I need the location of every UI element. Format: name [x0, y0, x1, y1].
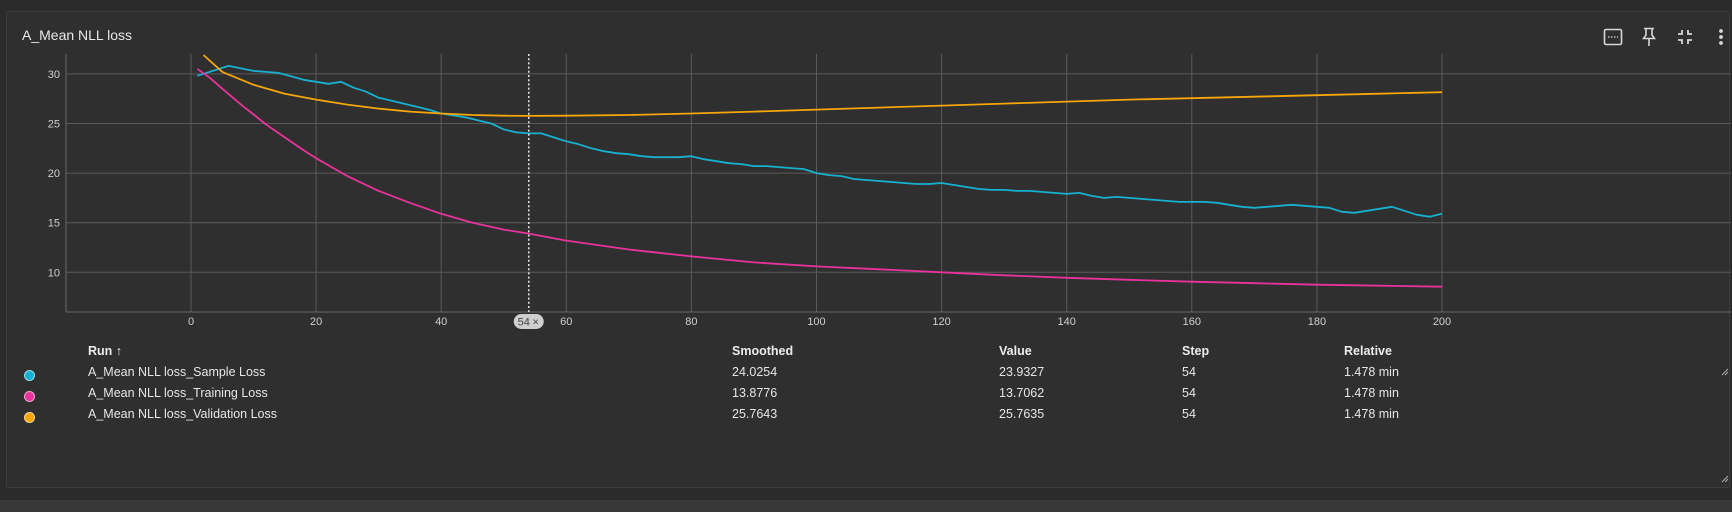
- step-cursor-badge: [513, 314, 544, 329]
- step-value: 54: [1182, 386, 1196, 400]
- close-icon: ×: [533, 317, 539, 329]
- collapse-icon: [1678, 30, 1692, 44]
- resize-handle-chart[interactable]: [1721, 368, 1729, 376]
- series-line-1: [196, 68, 1443, 288]
- more-options-button[interactable]: [1707, 24, 1732, 50]
- series-group: [196, 54, 1443, 288]
- header-smoothed[interactable]: Smoothed: [732, 344, 794, 358]
- header-value[interactable]: Value: [999, 344, 1032, 358]
- y-tick-label: 20: [48, 168, 60, 180]
- x-tick-label: 20: [310, 316, 322, 328]
- more-vert-icon: [1719, 29, 1723, 45]
- header-relative[interactable]: Relative: [1344, 344, 1392, 358]
- run-color-dot: [24, 391, 35, 402]
- raw-value: 25.7635: [999, 407, 1045, 421]
- x-tick-label: 60: [560, 316, 572, 328]
- x-tick-label: 100: [807, 316, 825, 328]
- x-tick-label: 40: [435, 316, 447, 328]
- y-tick-label: 30: [48, 69, 60, 81]
- card-title: A_Mean NLL loss: [22, 27, 132, 43]
- x-tick-label: 80: [685, 316, 697, 328]
- run-name: A_Mean NLL loss_Training Loss: [88, 386, 268, 400]
- smoothed-value: 13.8776: [732, 386, 778, 400]
- scalar-card: A_Mean NLL loss 0 20 40 60 80 100 120: [6, 11, 1732, 488]
- step-cursor-label: 54: [518, 317, 530, 329]
- pin-button[interactable]: [1635, 24, 1663, 50]
- line-chart[interactable]: 0 20 40 60 80 100 120 140 160 180 200 10 15 20 25 30 54 ×: [7, 12, 1731, 372]
- y-tick-label: 10: [48, 267, 60, 279]
- x-tick-label: 160: [1183, 316, 1201, 328]
- run-color-dot: [24, 370, 35, 381]
- resize-handle-table[interactable]: [1721, 475, 1729, 483]
- x-tick-label: 140: [1058, 316, 1076, 328]
- x-tick-label: 120: [932, 316, 950, 328]
- y-tick-label: 15: [48, 218, 60, 230]
- x-tick-label: 200: [1433, 316, 1451, 328]
- pin-icon: [1642, 27, 1656, 46]
- collapse-button[interactable]: [1671, 24, 1699, 50]
- x-tick-label: 180: [1308, 316, 1326, 328]
- series-line-0: [197, 65, 1443, 218]
- relative-time: 1.478 min: [1344, 365, 1399, 379]
- series-line-2: [202, 54, 1443, 117]
- run-name: A_Mean NLL loss_Sample Loss: [88, 365, 266, 379]
- relative-time: 1.478 min: [1344, 386, 1399, 400]
- header-run[interactable]: Run ↑: [88, 344, 123, 358]
- fit-domain-button[interactable]: [1599, 24, 1627, 50]
- step-value: 54: [1182, 365, 1196, 379]
- next-card-edge: [0, 500, 1732, 512]
- smoothed-value: 25.7643: [732, 407, 778, 421]
- y-tick-label: 25: [48, 118, 60, 130]
- smoothed-value: 24.0254: [732, 365, 778, 379]
- relative-time: 1.478 min: [1344, 407, 1399, 421]
- step-value: 54: [1182, 407, 1196, 421]
- run-name: A_Mean NLL loss_Validation Loss: [88, 407, 278, 421]
- raw-value: 13.7062: [999, 386, 1045, 400]
- header-step[interactable]: Step: [1182, 344, 1210, 358]
- raw-value: 23.9327: [999, 365, 1045, 379]
- run-color-dot: [24, 412, 35, 423]
- fit-domain-icon: [1603, 28, 1623, 46]
- x-tick-label: 0: [188, 316, 194, 328]
